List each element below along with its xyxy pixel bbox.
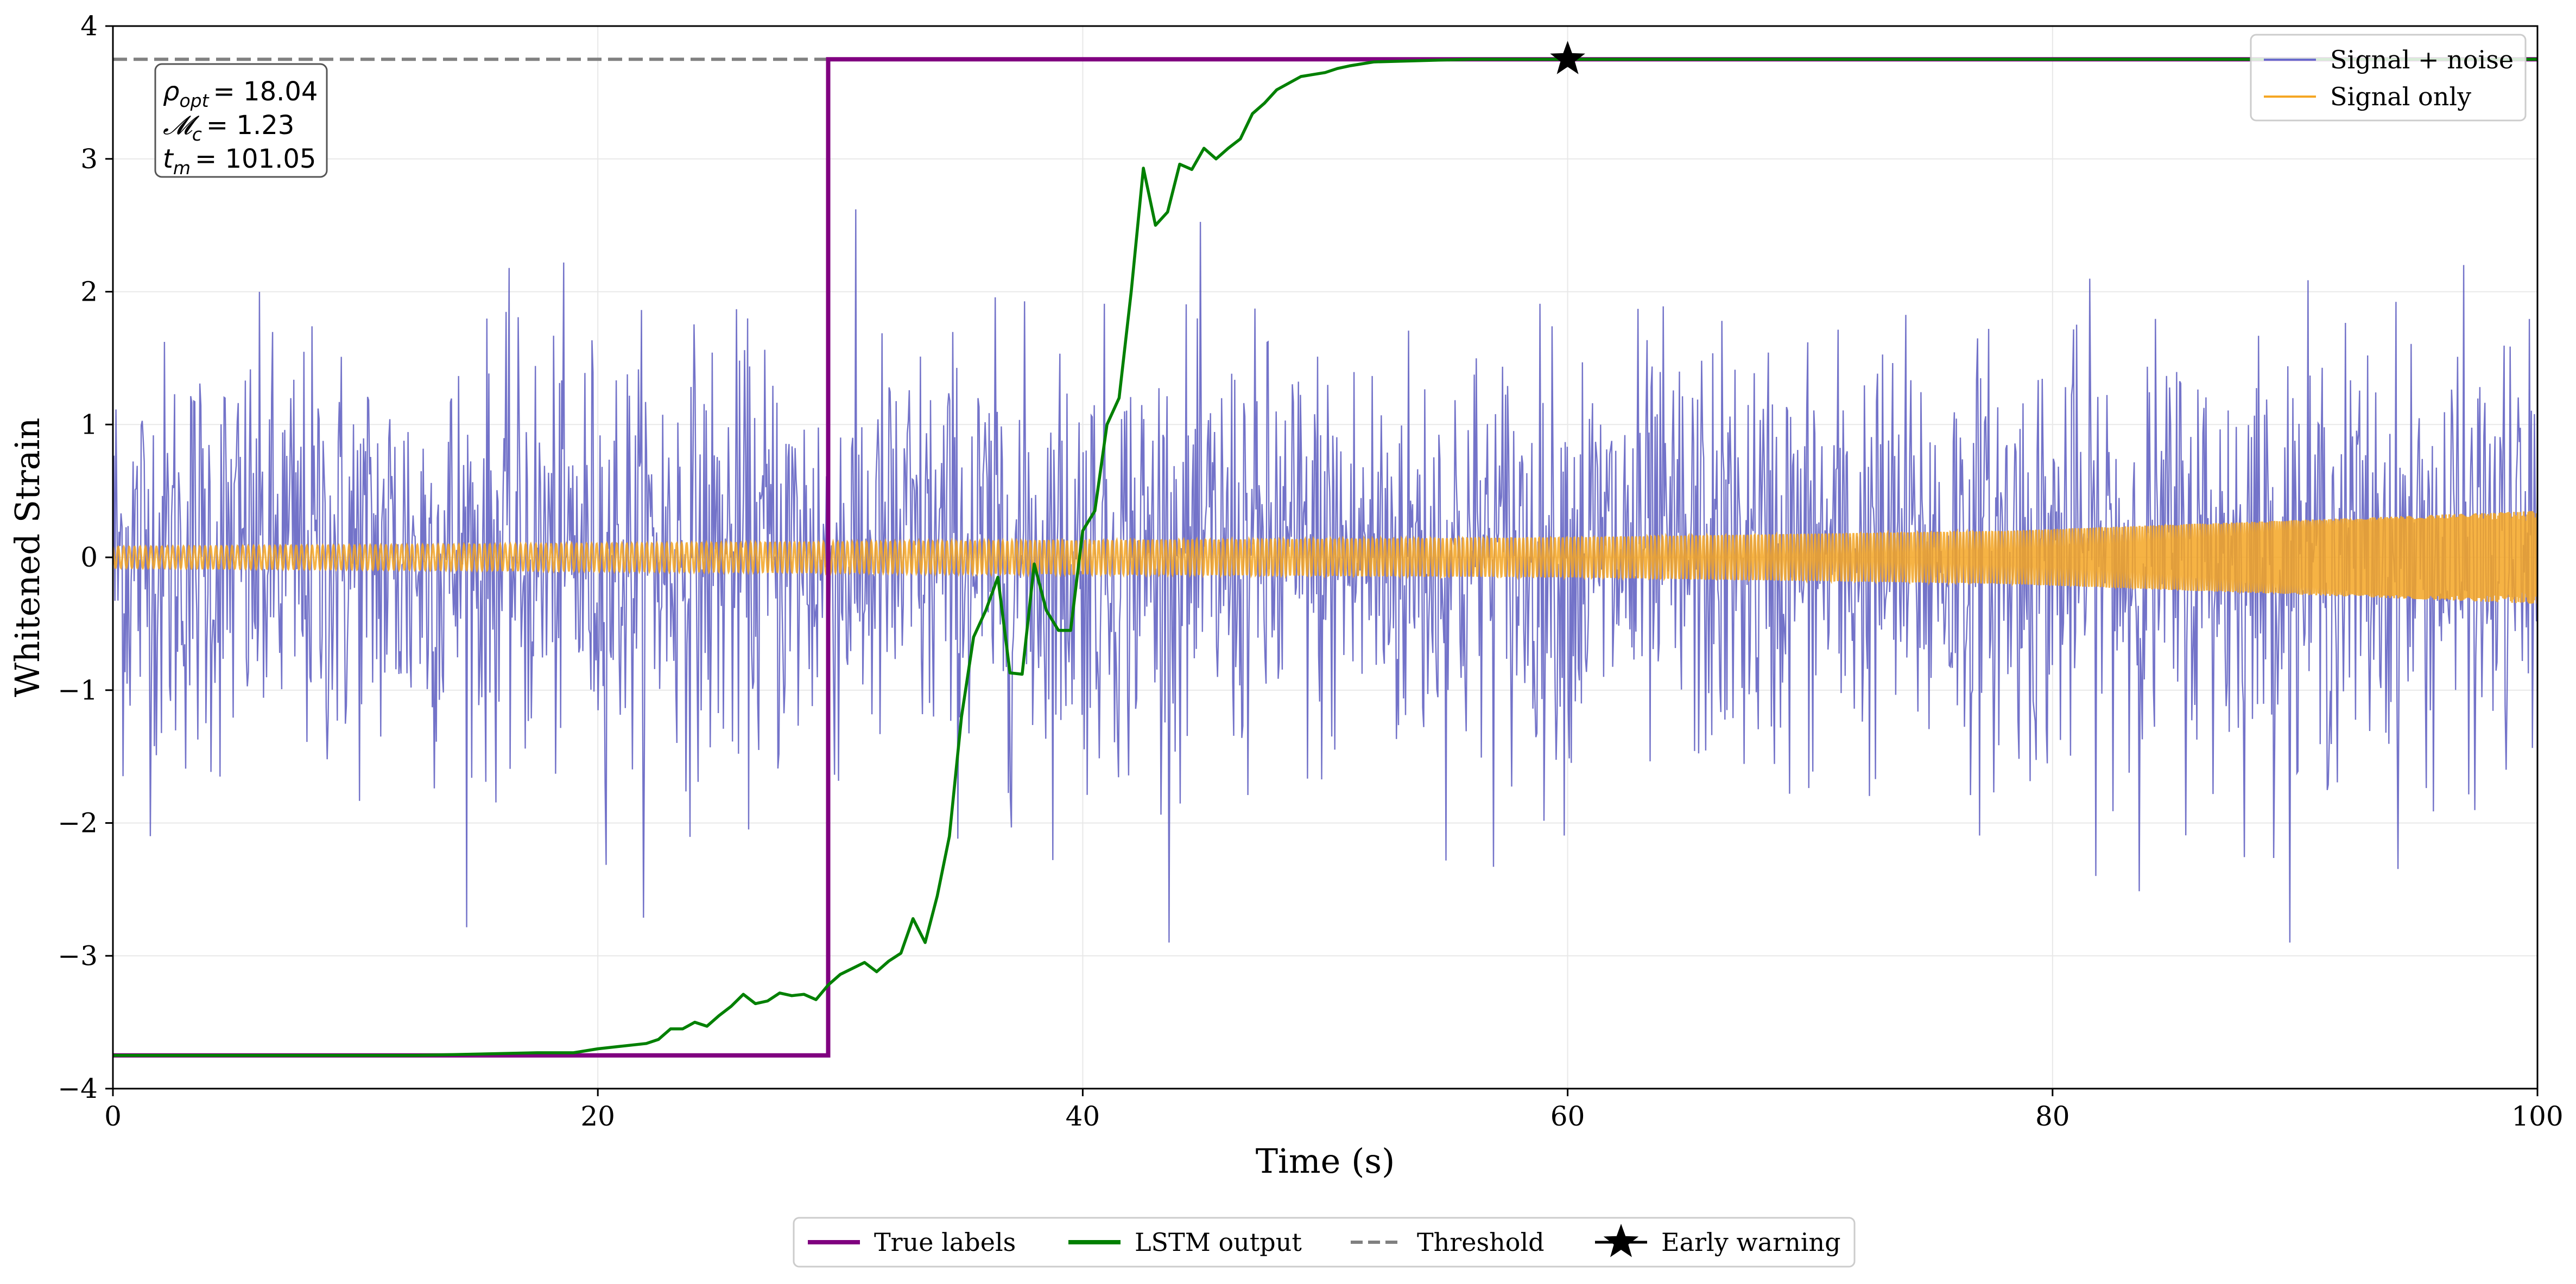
y-tick-label: 3 bbox=[80, 143, 98, 175]
legend-star bbox=[1603, 1224, 1639, 1257]
y-axis-label: Whitened Strain bbox=[8, 418, 47, 697]
lstm-output-line bbox=[113, 58, 2537, 1057]
early-warning-star bbox=[1550, 41, 1585, 74]
bottom-legend-frame bbox=[793, 1217, 1856, 1268]
x-tick-label: 0 bbox=[104, 1101, 122, 1132]
signal-only-line bbox=[113, 511, 2537, 604]
legend-label: LSTM output bbox=[1135, 1228, 1302, 1257]
legend-label: Signal + noise bbox=[2330, 45, 2514, 74]
y-tick-label: 1 bbox=[80, 409, 98, 440]
series-legend-frame bbox=[2250, 34, 2527, 122]
parameter-line: tm = 101.05 bbox=[163, 144, 316, 179]
x-axis-label: Time (s) bbox=[1256, 1141, 1395, 1181]
parameter-box-frame bbox=[154, 63, 328, 178]
y-tick-label: −4 bbox=[58, 1073, 98, 1104]
y-tick-label: 2 bbox=[80, 276, 98, 308]
axis-ticks: 0 20 40 60 80 100 −4 −3 −2 −1 0 1 2 3 4 bbox=[58, 10, 2563, 1132]
x-tick-label: 100 bbox=[2511, 1101, 2563, 1132]
x-tick-label: 20 bbox=[580, 1101, 615, 1132]
bottom-legend: True labels LSTM output Threshold Early war… bbox=[793, 1217, 1856, 1268]
legend-label: Early warning bbox=[1661, 1228, 1841, 1257]
y-tick-label: 0 bbox=[80, 542, 98, 573]
x-tick-label: 60 bbox=[1550, 1101, 1585, 1132]
y-tick-label: −3 bbox=[58, 940, 98, 971]
x-tick-label: 80 bbox=[2035, 1101, 2070, 1132]
legend-label: Threshold bbox=[1417, 1228, 1545, 1257]
y-tick-label: 4 bbox=[80, 10, 98, 42]
series-legend: Signal + noise Signal only bbox=[2250, 34, 2527, 122]
parameter-line: 𝓜c = 1.23 bbox=[163, 110, 294, 145]
legend-label: Signal only bbox=[2330, 82, 2471, 111]
plot-series bbox=[113, 57, 2537, 1058]
x-tick-label: 40 bbox=[1066, 1101, 1100, 1132]
y-tick-label: −2 bbox=[58, 808, 98, 839]
y-tick-label: −1 bbox=[58, 675, 98, 706]
legend-label: True labels bbox=[874, 1228, 1016, 1257]
parameter-line: ρopt = 18.04 bbox=[163, 77, 318, 111]
